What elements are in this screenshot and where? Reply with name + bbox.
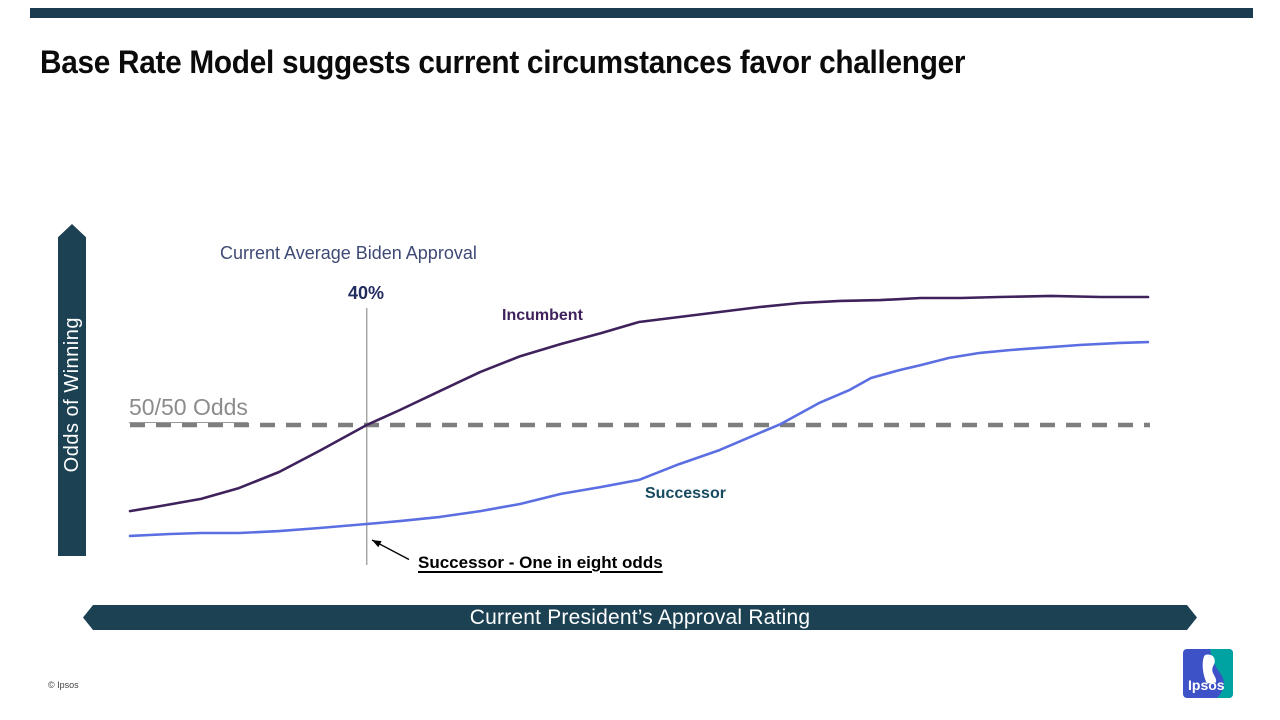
logo-teal-field (1210, 649, 1233, 698)
annotation-arrowhead (372, 540, 382, 548)
header-accent-bar (30, 8, 1253, 18)
x-axis-arrow: Current President’s Approval Rating (83, 605, 1197, 630)
copyright-text: © Ipsos (48, 680, 79, 690)
reference-line-label: 50/50 Odds (129, 394, 248, 423)
annotation-arrow-line (371, 539, 410, 561)
x-axis-label: Current President’s Approval Rating (469, 605, 811, 629)
series-label-incumbent: Incumbent (502, 307, 583, 324)
y-axis-label: Odds of Winning (60, 317, 83, 473)
series-label-successor: Successor (645, 485, 726, 502)
marker-header-label: Current Average Biden Approval (220, 243, 477, 263)
curve-successor (128, 340, 1150, 538)
logo-wordmark: Ipsos (1188, 677, 1225, 693)
marker-value-label: 40% (347, 283, 385, 303)
curve-incumbent (128, 294, 1150, 513)
slide-title: Base Rate Model suggests current circums… (40, 44, 966, 80)
annotation-label: Successor - One in eight odds (418, 553, 663, 572)
ipsos-logo: Ipsos (1183, 649, 1233, 698)
y-axis-arrow: Odds of Winning (58, 224, 86, 556)
logo-face-silhouette (1202, 654, 1217, 684)
